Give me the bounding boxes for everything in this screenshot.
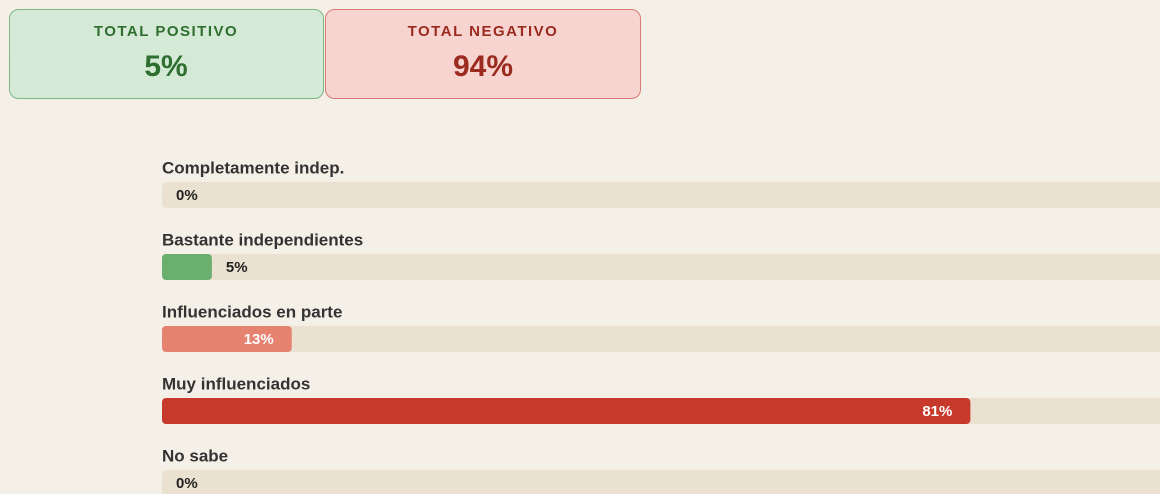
bar-track xyxy=(162,254,1160,280)
card-value: 5% xyxy=(144,50,187,83)
bar-track xyxy=(162,182,1160,208)
card-value: 94% xyxy=(453,50,513,83)
bar xyxy=(162,398,971,424)
value-label: 0% xyxy=(176,475,198,492)
category-label: Bastante independientes xyxy=(162,230,363,249)
value-label: 13% xyxy=(244,331,274,348)
card-title: TOTAL NEGATIVO xyxy=(408,23,559,40)
bar xyxy=(162,254,212,280)
value-label: 0% xyxy=(176,187,198,204)
category-label: Completamente indep. xyxy=(162,158,344,177)
value-label: 81% xyxy=(922,403,952,420)
card-positive xyxy=(9,9,324,99)
category-label: No sabe xyxy=(162,446,228,465)
bar-track xyxy=(162,326,1160,352)
value-label: 5% xyxy=(226,259,248,276)
bar-track xyxy=(162,470,1160,494)
category-label: Muy influenciados xyxy=(162,374,310,393)
card-negative xyxy=(325,9,641,99)
category-label: Influenciados en parte xyxy=(162,302,342,321)
card-title: TOTAL POSITIVO xyxy=(94,23,238,40)
bar xyxy=(162,326,292,352)
